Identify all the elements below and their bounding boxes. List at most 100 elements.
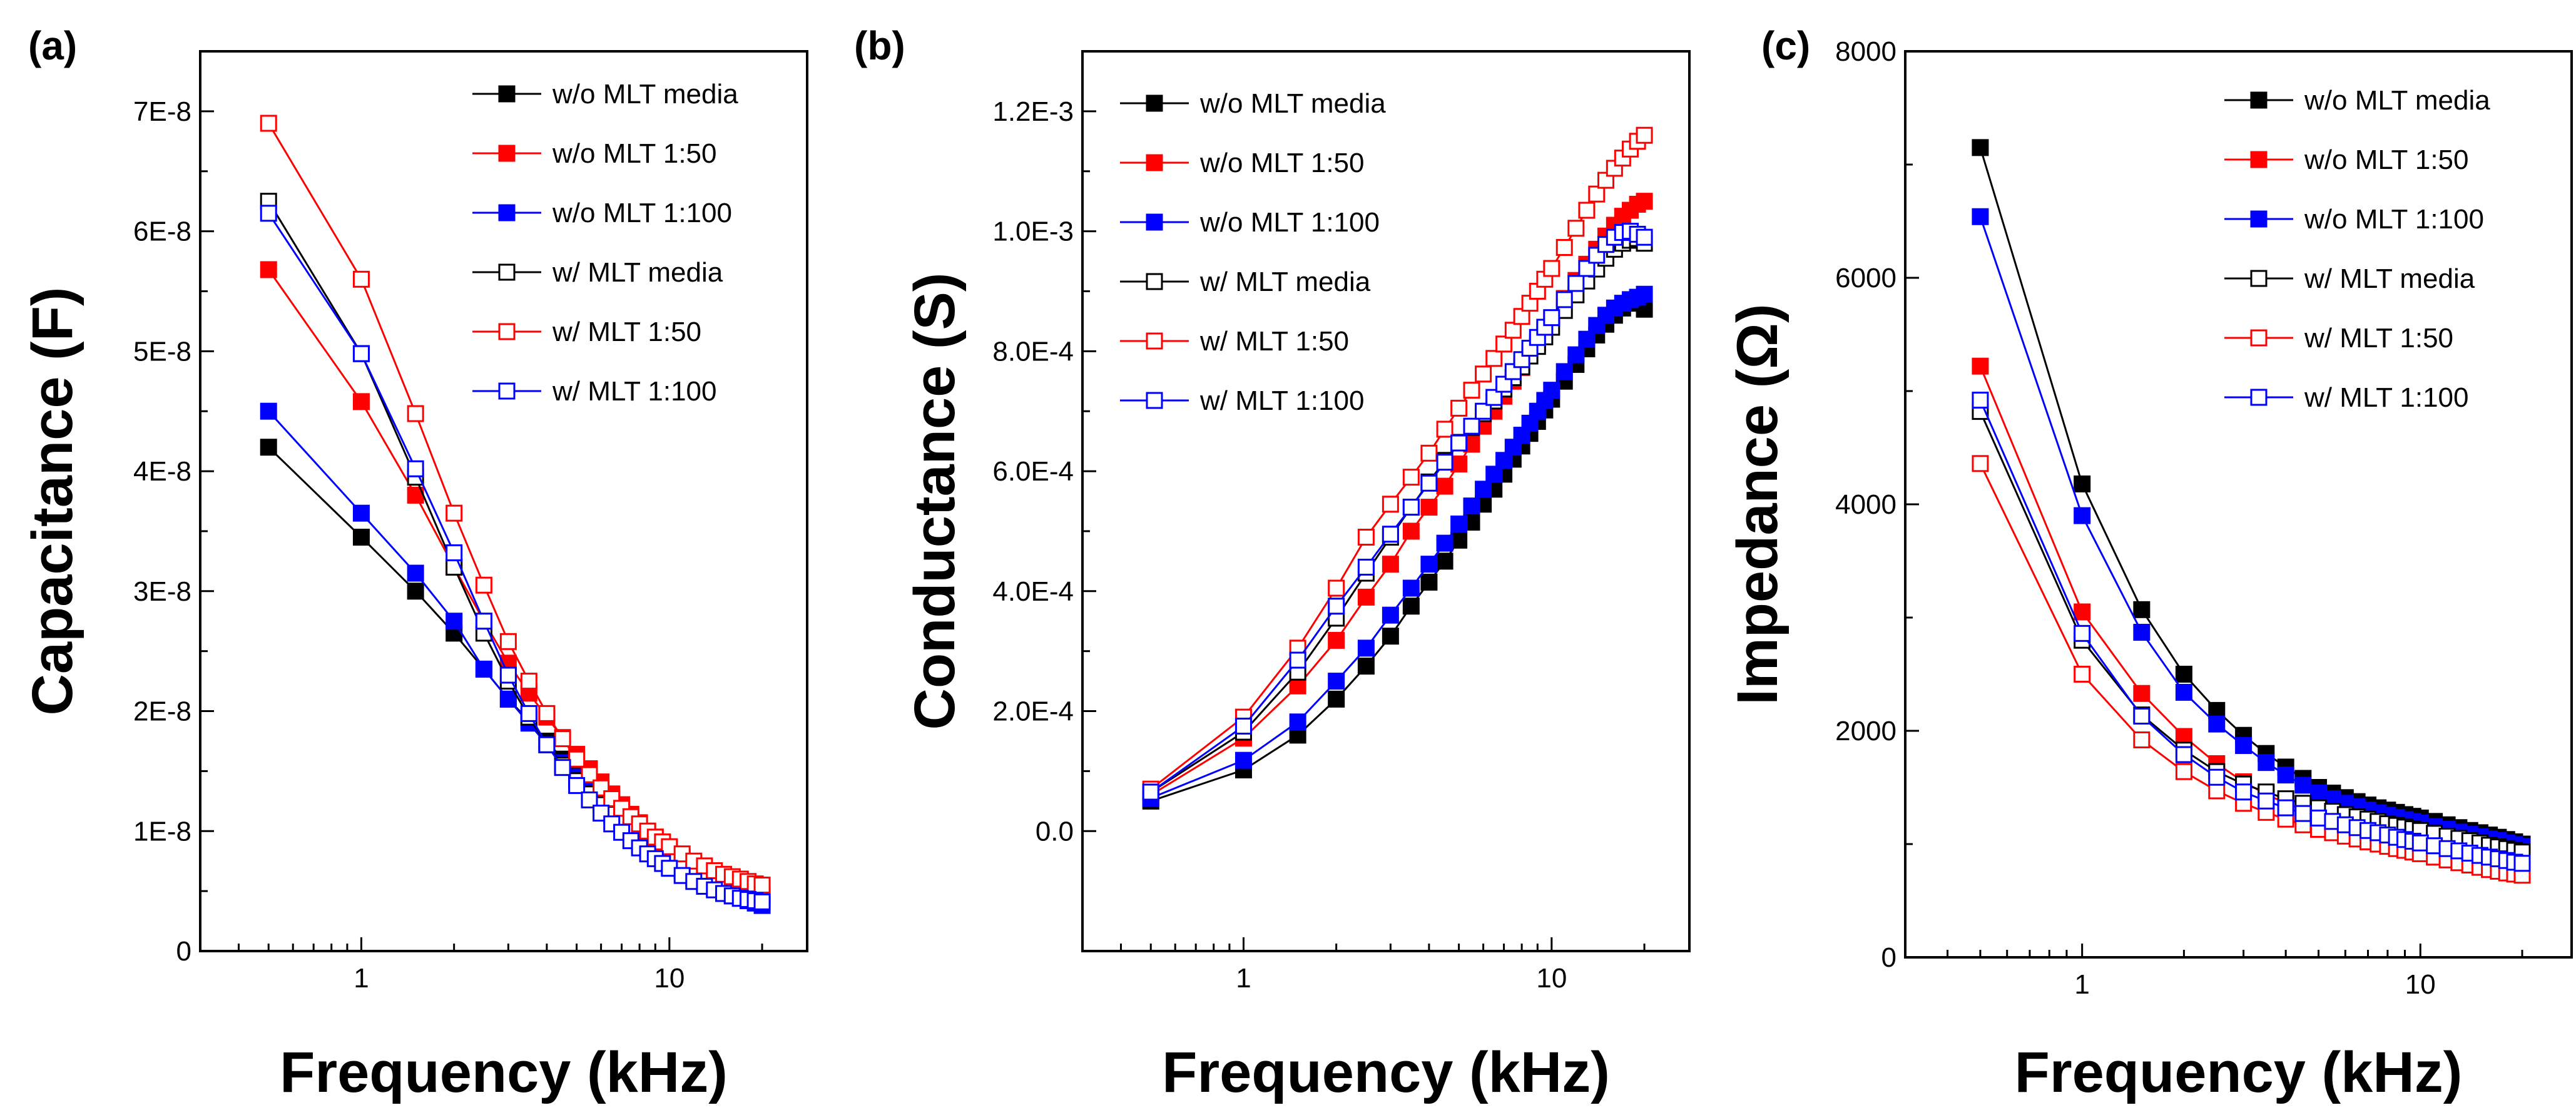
data-point [1328, 690, 1345, 708]
data-point [2208, 715, 2226, 733]
legend-entry: w/ MLT media [2304, 263, 2475, 294]
legend-entry: w/ MLT 1:50 [2304, 323, 2453, 354]
data-point [1588, 185, 1606, 203]
data-point [1420, 556, 1438, 573]
data-point [1567, 220, 1585, 237]
data-point [2175, 683, 2192, 701]
legend-entry: w/ MLT 1:100 [2304, 382, 2469, 413]
data-point [1357, 529, 1375, 546]
legend-entry: w/o MLT media [552, 79, 738, 109]
data-point [407, 486, 424, 504]
data-point [2294, 776, 2312, 794]
data-point [1436, 477, 1453, 495]
y-tick-label: 2E-8 [133, 696, 191, 727]
data-point [1463, 497, 1480, 515]
data-point [1972, 391, 1989, 409]
data-point [2277, 766, 2294, 784]
data-point [407, 405, 424, 422]
x-tick-label: 10 [654, 963, 685, 994]
y-tick-label: 1.2E-3 [992, 96, 1074, 127]
legend-marker [2250, 270, 2268, 287]
data-point [1450, 434, 1468, 452]
data-point [2277, 799, 2294, 817]
data-point [499, 690, 517, 708]
y-tick-label: 2000 [1835, 716, 1896, 746]
legend-entry: w/o MLT 1:100 [2304, 204, 2484, 235]
data-point [1555, 238, 1573, 256]
data-point [520, 705, 537, 722]
data-point [1382, 628, 1399, 645]
series-5 [260, 115, 771, 894]
data-point [554, 759, 571, 776]
data-point [1972, 139, 1989, 156]
data-point [1555, 291, 1573, 308]
data-point [1357, 588, 1375, 606]
y-tick-label: 8.0E-4 [992, 336, 1074, 367]
data-point [1578, 330, 1596, 348]
data-point [1463, 382, 1480, 399]
series-line [1150, 237, 1645, 793]
x-axis-title: Frequency (kHz) [1162, 1041, 1610, 1104]
data-point [475, 576, 492, 594]
panel-label: (b) [854, 23, 905, 68]
data-point [352, 345, 370, 362]
legend-marker [2250, 210, 2268, 228]
series-6 [260, 205, 771, 910]
legend-entry: w/ MLT media [552, 257, 723, 288]
data-point [753, 893, 771, 910]
data-point [1543, 309, 1560, 327]
y-tick-label: 6E-8 [133, 216, 191, 247]
x-axis-title: Frequency (kHz) [2015, 1041, 2463, 1104]
data-point [1142, 783, 1159, 801]
series-4 [260, 193, 771, 906]
data-point [1328, 631, 1345, 649]
data-point [260, 261, 277, 278]
y-tick-label: 8000 [1835, 36, 1896, 67]
data-point [1289, 713, 1306, 731]
data-point [1289, 677, 1306, 695]
data-point [1235, 718, 1252, 735]
data-point [1436, 420, 1453, 438]
data-point [1543, 260, 1560, 277]
data-point [538, 736, 556, 753]
data-point [1485, 350, 1503, 367]
legend-marker [1146, 392, 1163, 409]
series-6 [1972, 391, 2531, 872]
y-tick-label: 4E-8 [133, 456, 191, 487]
data-point [1382, 526, 1399, 543]
data-point [1357, 658, 1375, 675]
x-tick-label: 1 [354, 963, 369, 994]
legend: w/o MLT media w/o MLT 1:50 w/o MLT 1:100 w/… [2224, 85, 2490, 413]
data-point [1450, 399, 1468, 417]
y-tick-label: 3E-8 [133, 576, 191, 607]
series-6 [1142, 223, 1653, 801]
data-point [538, 705, 556, 722]
data-point [1420, 444, 1438, 462]
data-point [1543, 382, 1560, 399]
data-point [1636, 126, 1653, 144]
data-point [2074, 475, 2091, 492]
legend-entry: w/ MLT 1:50 [552, 317, 701, 347]
data-point [1567, 346, 1585, 364]
data-point [1436, 454, 1453, 471]
legend-marker [498, 323, 516, 340]
series-4 [1142, 230, 1653, 801]
legend-entry: w/o MLT media [1199, 88, 1386, 119]
data-point [2074, 624, 2091, 642]
series-3 [1972, 208, 2531, 855]
data-point [1972, 208, 1989, 225]
y-tick-label: 4000 [1835, 489, 1896, 520]
legend-marker [1146, 213, 1163, 231]
y-tick-label: 7E-8 [133, 96, 191, 127]
data-point [2074, 507, 2091, 524]
legend-entry: w/o MLT 1:50 [1199, 148, 1365, 178]
data-point [499, 666, 517, 684]
data-point [1450, 456, 1468, 473]
y-axis-title: Conductance (S) [903, 273, 967, 730]
legend-marker [2250, 389, 2268, 406]
legend-marker [2250, 91, 2268, 109]
legend: w/o MLT media w/o MLT 1:50 w/o MLT 1:100 w/… [472, 79, 738, 407]
legend-entry: w/ MLT 1:100 [1199, 385, 1365, 416]
y-tick-label: 0 [176, 936, 191, 967]
